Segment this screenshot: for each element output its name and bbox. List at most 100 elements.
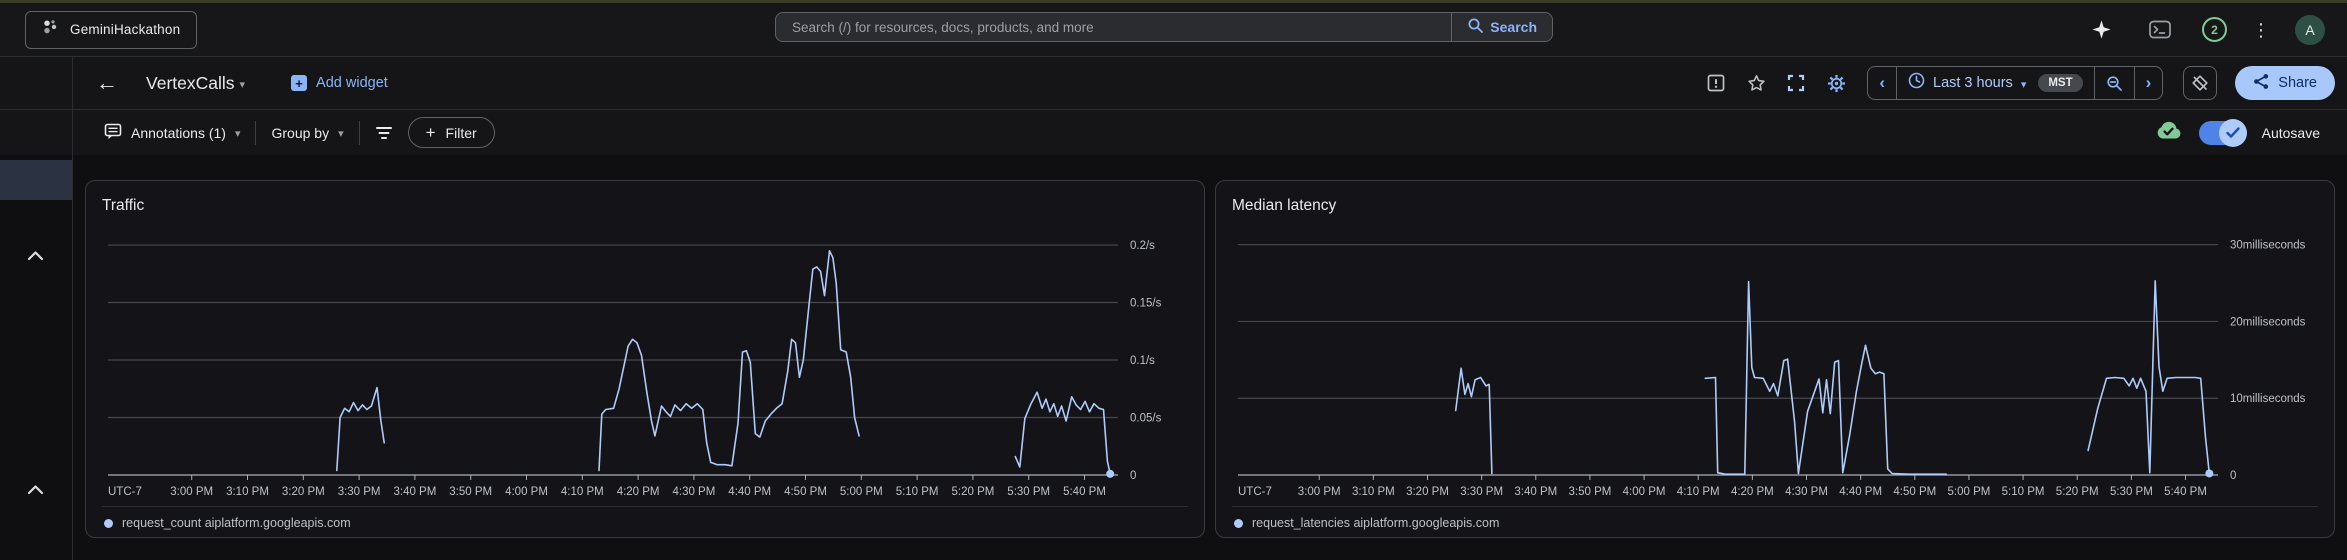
svg-text:4:20 PM: 4:20 PM	[1731, 486, 1774, 498]
saved-cloud-icon	[2155, 120, 2182, 145]
time-range-next-button[interactable]: ›	[2133, 67, 2163, 99]
dashboard-title-caret-icon[interactable]: ▾	[239, 78, 246, 91]
more-options-icon[interactable]: ⋮	[2252, 19, 2270, 40]
back-button[interactable]: ←	[96, 70, 118, 95]
legend-dot-icon	[104, 518, 113, 528]
share-button[interactable]: Share	[2235, 66, 2335, 100]
svg-text:3:40 PM: 3:40 PM	[1514, 486, 1557, 498]
autosave-toggle[interactable]	[2198, 118, 2247, 147]
svg-text:5:10 PM: 5:10 PM	[2002, 486, 2045, 498]
account-avatar[interactable]: A	[2295, 14, 2325, 45]
dashboard-title: VertexCalls	[146, 72, 235, 93]
autosave-controls: Autosave	[2155, 118, 2320, 147]
time-range-label: Last 3 hours	[1933, 75, 2013, 91]
svg-text:4:00 PM: 4:00 PM	[1623, 486, 1666, 498]
svg-text:4:50 PM: 4:50 PM	[1893, 486, 1936, 498]
svg-text:3:20 PM: 3:20 PM	[282, 486, 325, 498]
filter-label: Filter	[445, 124, 477, 141]
group-by-dropdown[interactable]: Group by ▾	[271, 125, 343, 141]
chevron-left-icon: ‹	[1879, 73, 1885, 92]
toolbar-divider	[358, 120, 360, 145]
annotations-dropdown[interactable]: Annotations (1) ▾	[104, 123, 240, 143]
svg-text:UTC-7: UTC-7	[108, 486, 142, 498]
svg-text:4:50 PM: 4:50 PM	[784, 486, 827, 498]
legend-item[interactable]: request_count aiplatform.googleapis.com	[102, 506, 1188, 530]
zoom-out-time-button[interactable]	[2093, 67, 2134, 99]
svg-text:4:20 PM: 4:20 PM	[617, 486, 660, 498]
top-edge-strip	[0, 0, 2347, 3]
chart-title: Median latency	[1232, 197, 1337, 214]
add-widget-label: Add widget	[316, 75, 388, 91]
svg-text:5:30 PM: 5:30 PM	[1007, 486, 1050, 498]
svg-text:5:20 PM: 5:20 PM	[2056, 486, 2099, 498]
svg-text:0.1/s: 0.1/s	[1130, 355, 1155, 367]
svg-text:UTC-7: UTC-7	[1238, 486, 1272, 498]
annotations-caret-icon: ▾	[234, 128, 241, 140]
annotations-icon	[104, 123, 122, 143]
favorite-star-icon[interactable]	[1739, 66, 1773, 100]
autosave-label: Autosave	[2261, 124, 2320, 141]
cloud-shell-icon[interactable]	[2143, 13, 2177, 47]
sidebar-selected-item[interactable]	[0, 160, 72, 200]
svg-text:10milliseconds: 10milliseconds	[2230, 393, 2306, 405]
sidebar-divider	[72, 57, 73, 560]
add-widget-button[interactable]: + Add widget	[291, 75, 388, 91]
hide-events-button[interactable]	[2183, 66, 2218, 100]
dashboard-header-actions: ‹ Last 3 hours ▾ MST	[1699, 66, 2335, 100]
svg-text:3:00 PM: 3:00 PM	[170, 486, 213, 498]
svg-text:0: 0	[2230, 470, 2236, 482]
svg-text:5:40 PM: 5:40 PM	[2164, 486, 2207, 498]
traffic-chart[interactable]: 0.05/s 0.1/s 0.15/s 0.2/s 0 3:00 PM 3:10 PM 3:2…	[102, 227, 1188, 499]
svg-text:3:30 PM: 3:30 PM	[338, 486, 381, 498]
fullscreen-icon[interactable]	[1779, 66, 1813, 100]
median-latency-chart-card: Median latency 10milliseconds 20milliseco…	[1215, 180, 2335, 538]
svg-text:0.05/s: 0.05/s	[1130, 413, 1162, 425]
collapse-up-icon[interactable]	[27, 482, 44, 500]
group-by-caret-icon: ▾	[338, 128, 344, 140]
share-label: Share	[2278, 75, 2317, 91]
search-bar: Search	[775, 12, 1553, 42]
time-range-selector[interactable]: Last 3 hours ▾ MST	[1896, 67, 2094, 99]
svg-text:5:10 PM: 5:10 PM	[896, 486, 939, 498]
svg-text:3:10 PM: 3:10 PM	[1352, 486, 1395, 498]
svg-text:20milliseconds: 20milliseconds	[2230, 316, 2306, 328]
cloud-console-logo-icon	[42, 19, 59, 40]
add-filter-button[interactable]: + Filter	[407, 117, 495, 148]
search-button[interactable]: Search	[1451, 13, 1552, 41]
chevron-right-icon: ›	[2145, 73, 2152, 92]
filters-toolbar: Annotations (1) ▾ Group by ▾ + Filter	[0, 110, 2347, 155]
dashboard-info-icon[interactable]	[1699, 66, 1733, 100]
zoom-out-icon	[2106, 75, 2122, 91]
filter-plus-icon: +	[425, 123, 436, 142]
time-range-prev-button[interactable]: ‹	[1868, 67, 1896, 99]
legend-item[interactable]: request_latencies aiplatform.googleapis.…	[1232, 506, 2318, 530]
autosave-toggle-thumb	[2218, 118, 2247, 147]
add-widget-plus-icon: +	[291, 75, 308, 91]
notifications-badge[interactable]: 2	[2202, 17, 2227, 42]
svg-text:3:50 PM: 3:50 PM	[1569, 486, 1612, 498]
svg-text:5:30 PM: 5:30 PM	[2110, 486, 2153, 498]
dashboard-canvas: Traffic 0.05/s 0.1/s 0.15/s 0.2/s 0 3:00 PM 3:…	[0, 155, 2347, 538]
topbar-actions: 2 ⋮ A	[2084, 13, 2325, 47]
svg-text:0.2/s: 0.2/s	[1130, 240, 1155, 252]
settings-gear-icon[interactable]	[1819, 66, 1853, 100]
svg-text:4:10 PM: 4:10 PM	[561, 486, 604, 498]
search-input[interactable]	[776, 13, 1452, 41]
svg-text:3:00 PM: 3:00 PM	[1298, 486, 1341, 498]
svg-text:5:00 PM: 5:00 PM	[1948, 486, 1991, 498]
search-button-label: Search	[1490, 19, 1537, 35]
project-switcher[interactable]: GeminiHackathon	[25, 10, 198, 49]
svg-text:3:20 PM: 3:20 PM	[1406, 486, 1449, 498]
median-latency-chart[interactable]: 10milliseconds 20milliseconds 30millisecon…	[1232, 227, 2318, 499]
svg-text:4:40 PM: 4:40 PM	[728, 486, 771, 498]
svg-text:4:40 PM: 4:40 PM	[1839, 486, 1882, 498]
collapse-up-icon[interactable]	[27, 248, 44, 266]
clock-icon	[1908, 72, 1925, 94]
events-off-icon	[2192, 75, 2208, 91]
gemini-sparkle-icon[interactable]	[2084, 13, 2118, 47]
svg-text:3:10 PM: 3:10 PM	[226, 486, 269, 498]
share-icon	[2253, 73, 2269, 94]
filter-list-button[interactable]	[375, 125, 393, 141]
avatar-letter: A	[2305, 21, 2315, 38]
chart-title: Traffic	[102, 197, 145, 214]
